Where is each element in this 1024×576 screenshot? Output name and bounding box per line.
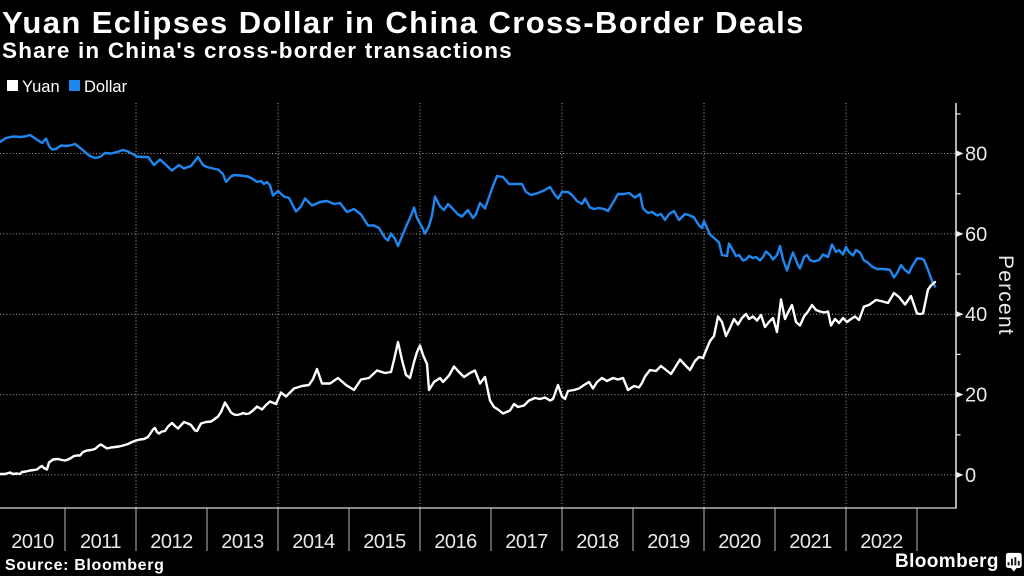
svg-text:80: 80 [965,144,987,166]
svg-text:2011: 2011 [80,531,121,553]
svg-text:0: 0 [965,465,976,487]
svg-text:2013: 2013 [221,531,264,553]
svg-text:2010: 2010 [11,531,54,553]
svg-text:2021: 2021 [789,531,832,553]
svg-text:2022: 2022 [860,531,903,553]
svg-text:Percent: Percent [994,255,1017,336]
svg-text:2018: 2018 [576,531,619,553]
svg-text:2017: 2017 [505,531,548,553]
svg-text:2015: 2015 [363,531,406,553]
svg-text:20: 20 [965,385,987,407]
svg-text:2016: 2016 [434,531,477,553]
svg-text:2019: 2019 [647,531,690,553]
svg-text:2020: 2020 [718,531,761,553]
svg-text:2012: 2012 [150,531,193,553]
svg-text:60: 60 [965,224,987,246]
svg-text:2014: 2014 [292,531,335,553]
svg-text:40: 40 [965,304,987,326]
